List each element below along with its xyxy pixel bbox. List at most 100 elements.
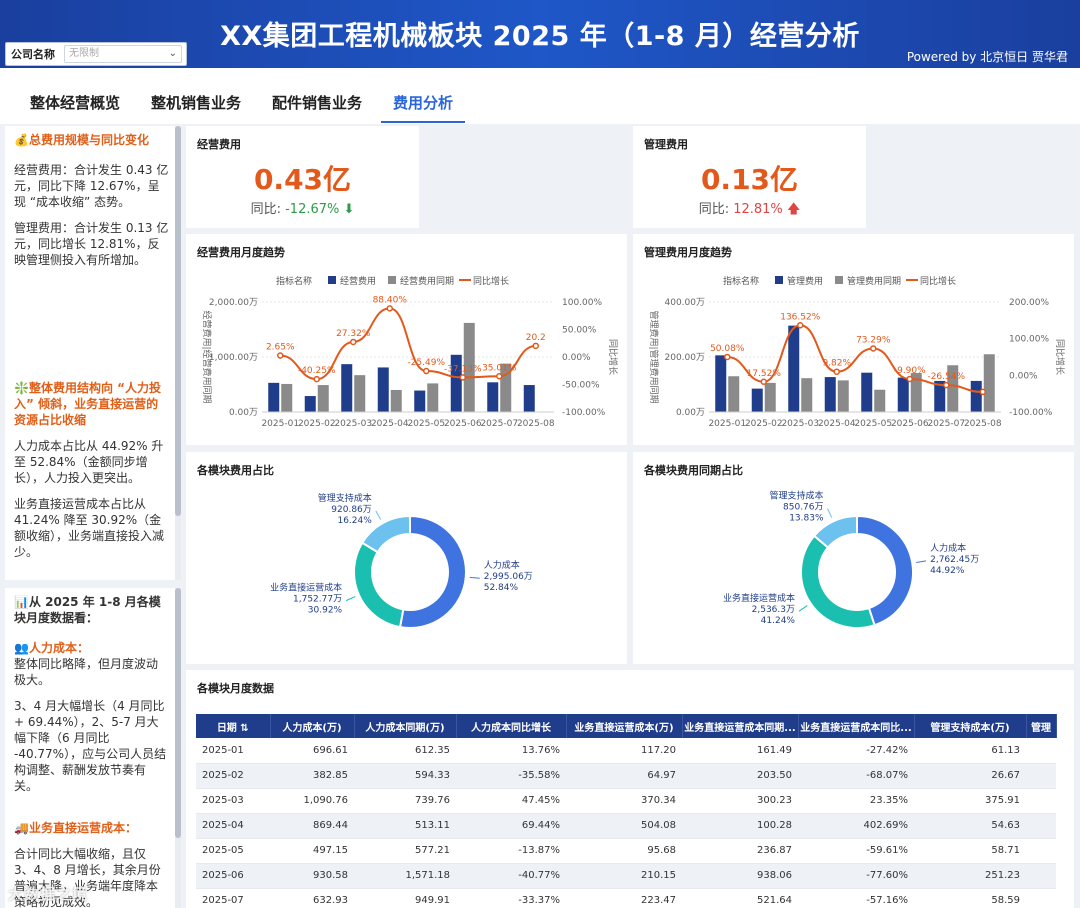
table-row: 2025-07 632.93 949.91 -33.37% 223.47 521.64 -5… [196,888,1056,908]
growth-point [386,305,393,312]
column-header[interactable]: 人力成本同比增长 [456,714,567,738]
growth-point [350,338,357,346]
column-header-date[interactable]: 日期 ⇅ [196,714,271,738]
scrollbar[interactable] [175,588,181,908]
legend-swatch [835,276,843,284]
y2-axis-label: 同比增长 [607,339,619,375]
growth-label: 50.08% [710,344,745,354]
analysis-panel-2: 📊从 2025 年 1-8 月各模块月度数据看： 👥人力成本： 整体同比略降，但… [5,588,181,908]
slice-pct: 44.92% [930,566,965,576]
cell-date: 2025-01 [196,738,270,764]
chart-legend: 指标名称 管理费用 管理费用同期 同比增长 [723,275,956,287]
legend-title: 指标名称 [723,275,759,287]
text-ops-detail: 合计同比大幅收缩，且仅 3、4、8 月增长，其余月份普遍大降，业务端年度降本策略… [14,847,161,908]
chart-title: 经营费用月度趋势 [197,246,285,259]
table-cell: 23.35% [798,788,914,814]
bar-current [715,355,727,412]
bar-current [268,382,280,412]
chart-title: 各模块费用占比 [197,464,274,477]
table-cell: -13.87% [456,838,566,864]
table-cell: 61.13 [914,738,1026,764]
bar-current [487,382,499,412]
table-cell: 58.59 [914,888,1026,908]
leader-line [469,576,480,579]
section-heading-monthly: 📊从 2025 年 1-8 月各模块月度数据看： [14,595,161,625]
tab-parts-sales[interactable]: 配件销售业务 [272,94,363,112]
mgmt-expense-trend-chart: 指标名称 管理费用 管理费用同期 同比增长400.00万200.00万0.00万200… [648,275,1066,429]
table-cell: 739.76 [354,788,456,814]
table-cell: 203.50 [682,763,798,789]
table-cell: 26.67 [914,763,1026,789]
column-header[interactable]: 业务直接运营成本同比... [798,714,915,738]
slice-amount: 850.76万 [783,503,824,513]
table-cell [1026,738,1056,764]
y2-tick-label: 50.00% [562,326,597,336]
tab-bar: 整体经营概览 整机销售业务 配件销售业务 费用分析 [0,68,1080,124]
table-cell: 95.68 [566,838,682,864]
leader-line [798,605,808,612]
donut-slice [856,514,914,627]
bar-lastyear [983,354,995,412]
legend-label: 同比增长 [920,275,956,287]
tab-expense-analysis[interactable]: 费用分析 [381,92,466,123]
kpi-value: 0.13亿 [700,163,799,196]
x-tick-label: 2025-03 [781,419,819,429]
table-cell: 382.85 [270,763,354,789]
growth-label: -9.90% [894,366,926,376]
company-select[interactable]: 无限制 ⌄ [64,45,182,63]
growth-label: 17.52% [747,369,782,379]
company-select-value: 无限制 [69,48,99,59]
bar-current [414,390,426,412]
cell-date: 2025-02 [196,763,270,789]
column-header[interactable]: 管理支持成本(万) [914,714,1027,738]
tab-machine-sales[interactable]: 整机销售业务 [151,94,242,112]
x-tick-label: 2025-04 [371,419,409,429]
bar-lastyear [728,376,740,412]
table-cell: 938.06 [682,863,798,889]
page-title: XX集团工程机械板块 2025 年（1-8 月）经营分析 [220,21,860,52]
y-tick-label: 0.00万 [676,408,705,418]
table-cell: 513.11 [354,813,456,839]
legend-swatch [328,276,336,284]
legend-label: 管理费用同期 [847,275,901,287]
donut-slice [360,514,411,554]
table-cell [1026,788,1056,814]
legend-swatch [388,276,396,284]
y2-tick-label: 100.00% [562,298,602,308]
legend-label: 经营费用 [340,275,376,287]
op-expense-trend-chart: 指标名称 经营费用 经营费用同期 同比增长2,000.00万1,000.00万0.00… [201,275,619,429]
x-tick-label: 2025-06 [891,419,929,429]
bar-lastyear [427,383,439,412]
growth-point [496,373,503,380]
bar-lastyear [947,365,959,412]
column-header[interactable]: 业务直接运营成本同期... [682,714,799,738]
bar-lastyear [764,382,776,412]
column-header[interactable]: 人力成本同期(万) [354,714,457,738]
y-tick-label: 1,000.00万 [209,353,258,363]
scrollbar[interactable] [175,126,181,580]
arrow-up-icon: 🡅 [786,202,801,217]
kpi-yoy: 同比: 12.81% 🡅 [633,198,866,222]
growth-label: 35.01% [482,363,517,373]
y-axis-label: 管理费用|管理费用同期 [648,310,660,403]
bar-lastyear [390,390,402,412]
text-hr-share: 人力成本占比从 44.92% 升至 52.84%（金额同步增长），人力投入更突出… [14,439,164,485]
company-filter: 公司名称 无限制 ⌄ [5,42,187,66]
y-tick-label: 400.00万 [665,298,706,308]
cell-date: 2025-04 [196,813,270,839]
column-header[interactable]: 业务直接运营成本(万) [566,714,683,738]
growth-label: 27.32% [336,329,371,339]
column-header[interactable]: 管理 [1026,714,1057,738]
powered-by: Powered by 北京恒日 贾华君 [906,50,1068,64]
growth-point [277,352,284,359]
tab-overview[interactable]: 整体经营概览 [30,94,121,112]
x-tick-label: 2025-06 [444,419,482,429]
growth-label: 88.40% [373,295,408,305]
table-cell: 54.63 [914,813,1026,839]
column-header[interactable]: 人力成本(万) [270,714,355,738]
sort-icon[interactable]: ⇅ [236,722,249,734]
slice-pct: 16.24% [337,516,372,526]
